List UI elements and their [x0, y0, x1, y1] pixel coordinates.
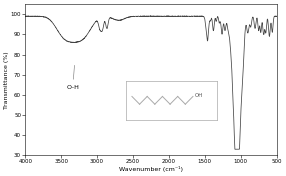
Text: O–H: O–H — [66, 65, 79, 90]
X-axis label: Wavenumber (cm⁻¹): Wavenumber (cm⁻¹) — [119, 166, 183, 172]
Y-axis label: Transmittance (%): Transmittance (%) — [4, 51, 9, 109]
Text: OH: OH — [194, 93, 203, 98]
